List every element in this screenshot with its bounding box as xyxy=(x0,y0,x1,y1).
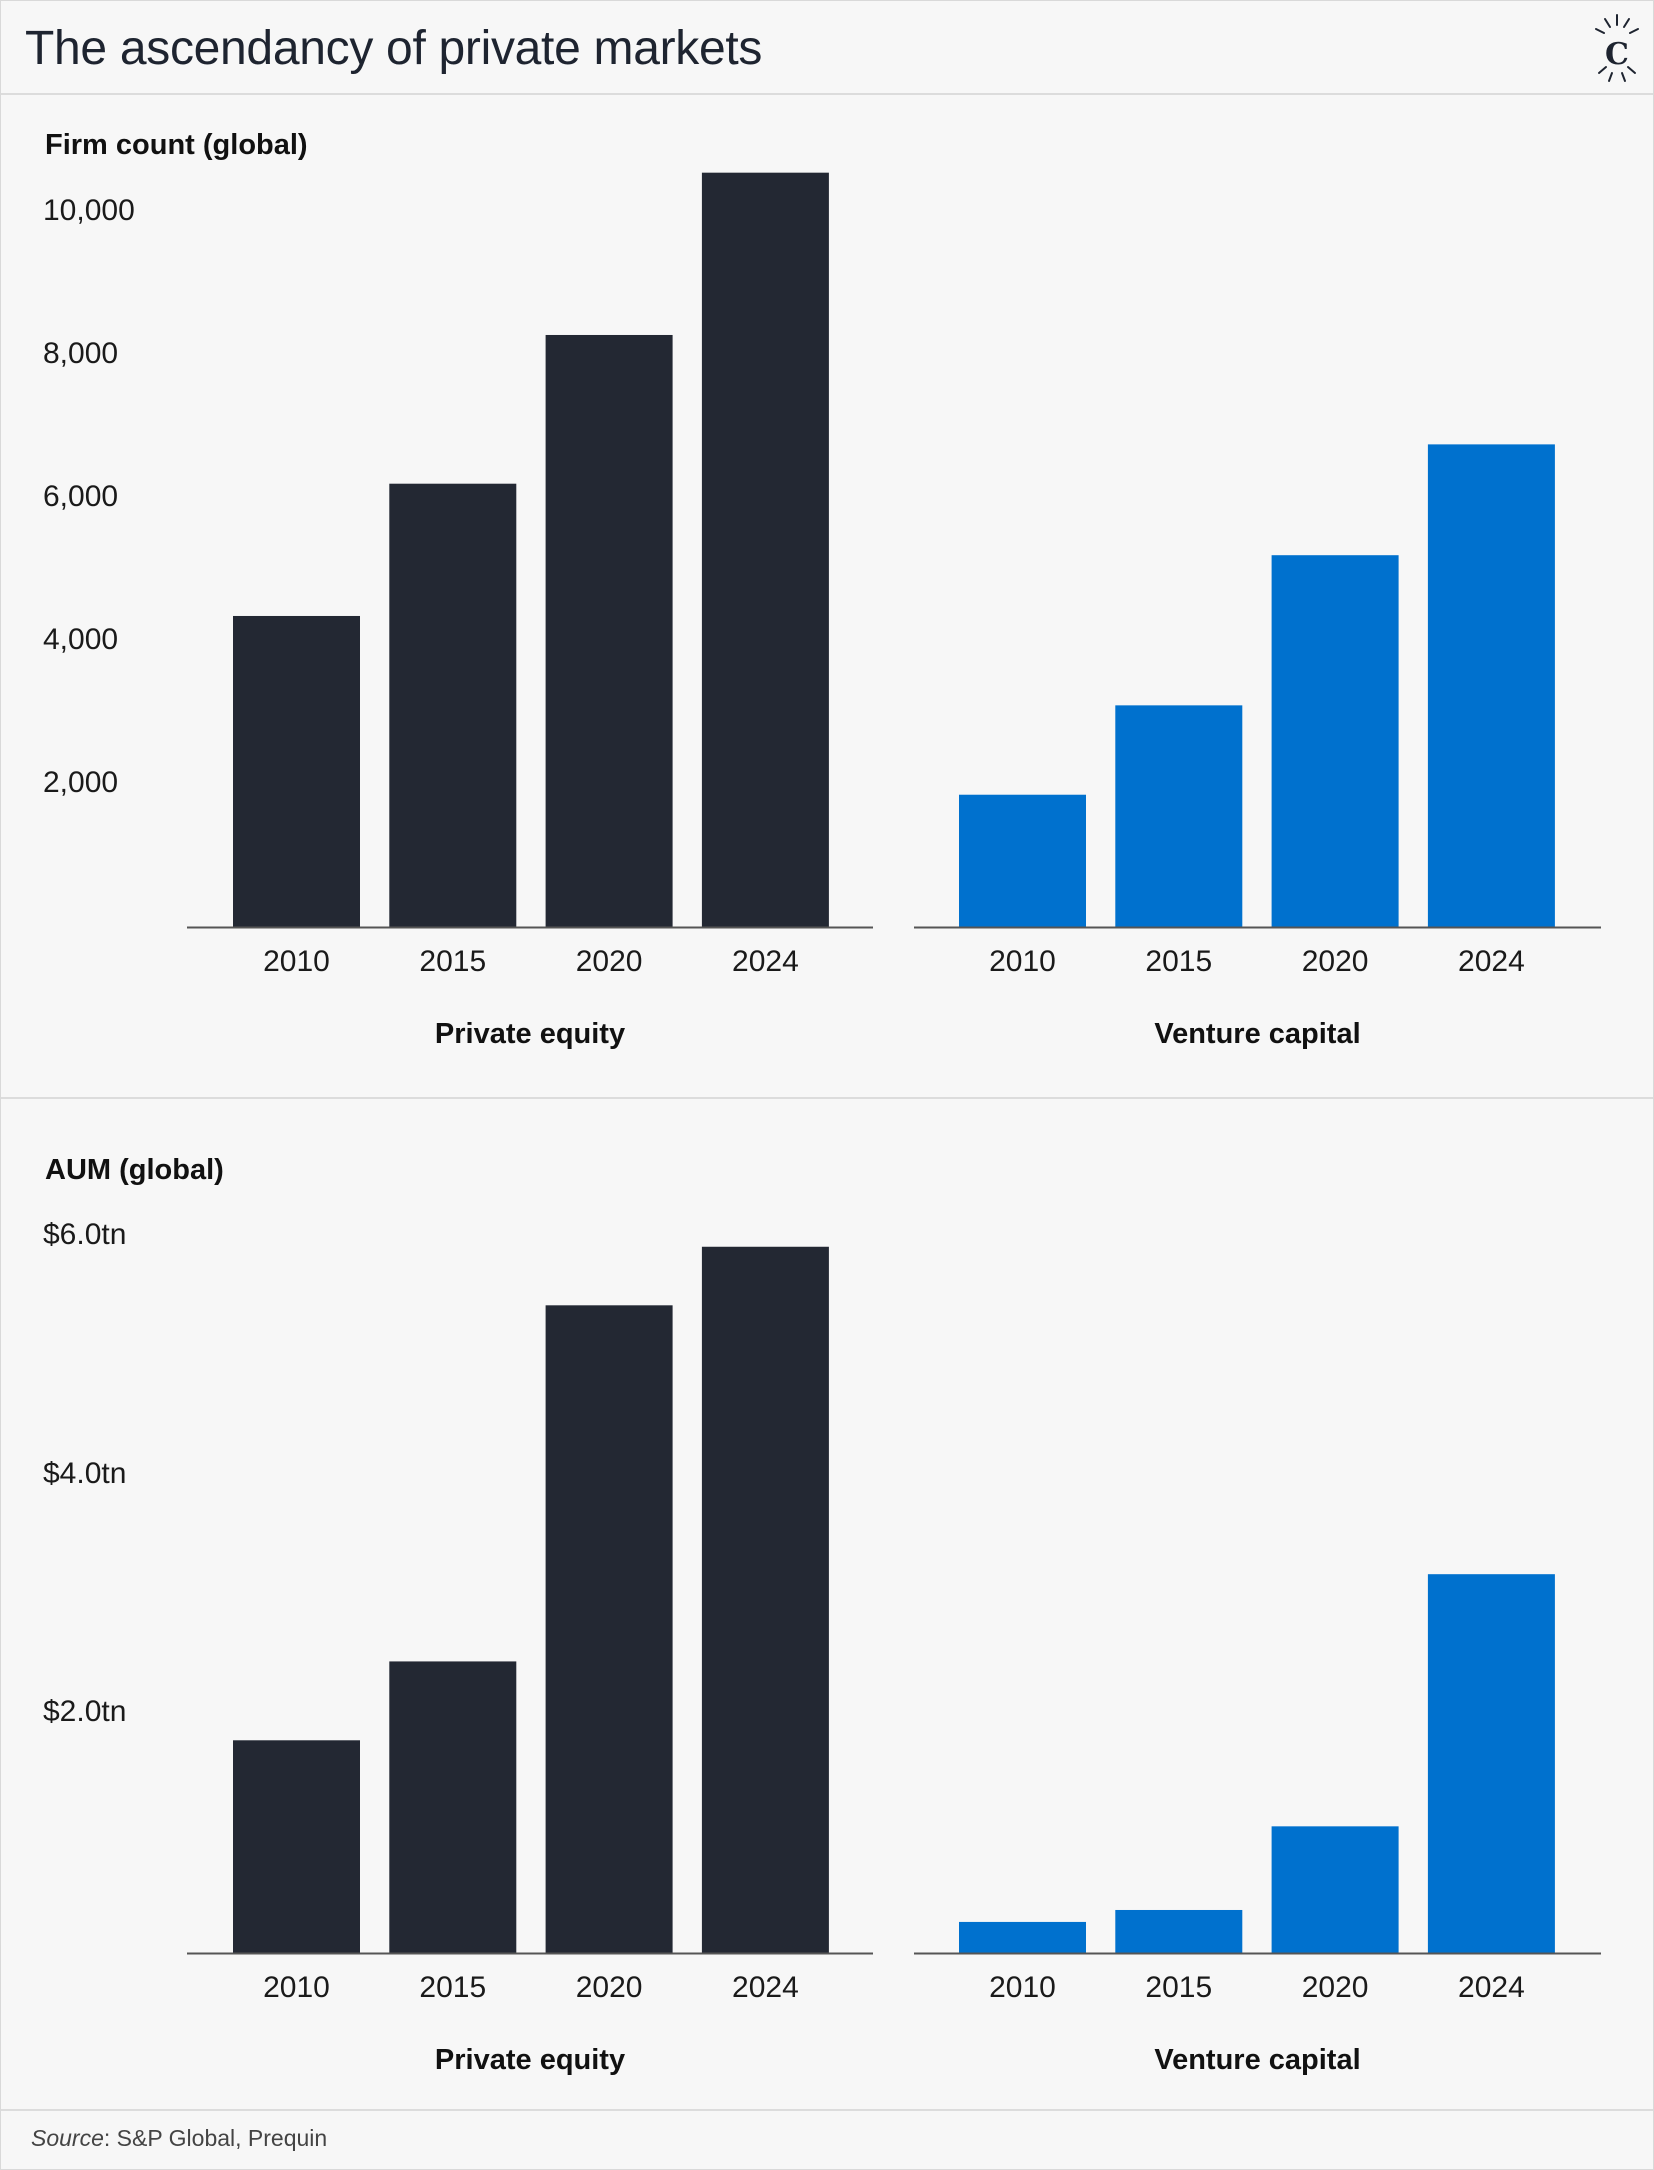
x-tick-label: 2024 xyxy=(1458,1971,1525,2004)
aum-ytick: $2.0tn xyxy=(43,1695,127,1728)
firm-count-ytick: 4,000 xyxy=(43,623,119,656)
x-tick-label: 2010 xyxy=(989,945,1056,978)
bar xyxy=(1271,555,1399,927)
x-tick-label: 2020 xyxy=(576,945,643,978)
group-label: Venture capital xyxy=(1154,2044,1360,2076)
bar xyxy=(1427,444,1555,927)
page-title: The ascendancy of private markets xyxy=(25,22,763,75)
bar xyxy=(1271,1826,1399,1953)
x-tick-label: 2010 xyxy=(263,1971,330,2004)
bar xyxy=(545,334,673,928)
bar xyxy=(389,1661,517,1953)
bar xyxy=(959,794,1086,927)
firm-count-title: Firm count (global) xyxy=(45,129,308,161)
panel-divider xyxy=(1,1097,1653,1099)
firm-count-ytick: 10,000 xyxy=(43,194,135,227)
bar xyxy=(545,1305,673,1953)
logo-icon: C xyxy=(1595,14,1639,82)
x-tick-label: 2024 xyxy=(732,945,799,978)
x-tick-label: 2010 xyxy=(263,945,330,978)
bar xyxy=(1427,1574,1555,1953)
x-tick-label: 2020 xyxy=(1302,945,1369,978)
bar xyxy=(1115,1909,1243,1953)
x-tick-label: 2015 xyxy=(419,945,486,978)
group-label: Private equity xyxy=(435,1018,625,1050)
firm-count-ytick: 8,000 xyxy=(43,337,119,370)
logo-letter: C xyxy=(1605,37,1629,72)
bar xyxy=(233,1740,360,1953)
bar xyxy=(959,1921,1086,1953)
firm-count-ytick: 2,000 xyxy=(43,766,119,799)
aum-ytick: $4.0tn xyxy=(43,1457,127,1490)
x-tick-label: 2020 xyxy=(1302,1971,1369,2004)
header: The ascendancy of private markets C xyxy=(1,1,1653,95)
bar-charts: 2010 2015 2020 2024 Private equity 2010 2015 20… xyxy=(187,172,1601,2076)
bar xyxy=(389,483,517,927)
bar xyxy=(1115,705,1243,927)
source-label: Source xyxy=(31,2125,104,2151)
x-tick-label: 2020 xyxy=(576,1971,643,2004)
x-tick-label: 2015 xyxy=(1145,1971,1212,2004)
source-note: Source: S&P Global, Prequin xyxy=(31,2125,327,2152)
x-tick-label: 2015 xyxy=(419,1971,486,2004)
source-text: : S&P Global, Prequin xyxy=(103,2125,328,2151)
firm-count-ytick: 6,000 xyxy=(43,480,119,513)
bar xyxy=(701,1246,829,1953)
x-tick-label: 2024 xyxy=(1458,945,1525,978)
bar xyxy=(701,172,829,928)
group-label: Venture capital xyxy=(1154,1018,1360,1050)
group-label: Private equity xyxy=(435,2044,625,2076)
bar xyxy=(233,615,360,927)
x-tick-label: 2024 xyxy=(732,1971,799,2004)
x-tick-label: 2010 xyxy=(989,1971,1056,2004)
footer-divider xyxy=(1,2109,1653,2111)
aum-title: AUM (global) xyxy=(45,1154,224,1186)
aum-ytick: $6.0tn xyxy=(43,1218,127,1251)
x-tick-label: 2015 xyxy=(1145,945,1212,978)
